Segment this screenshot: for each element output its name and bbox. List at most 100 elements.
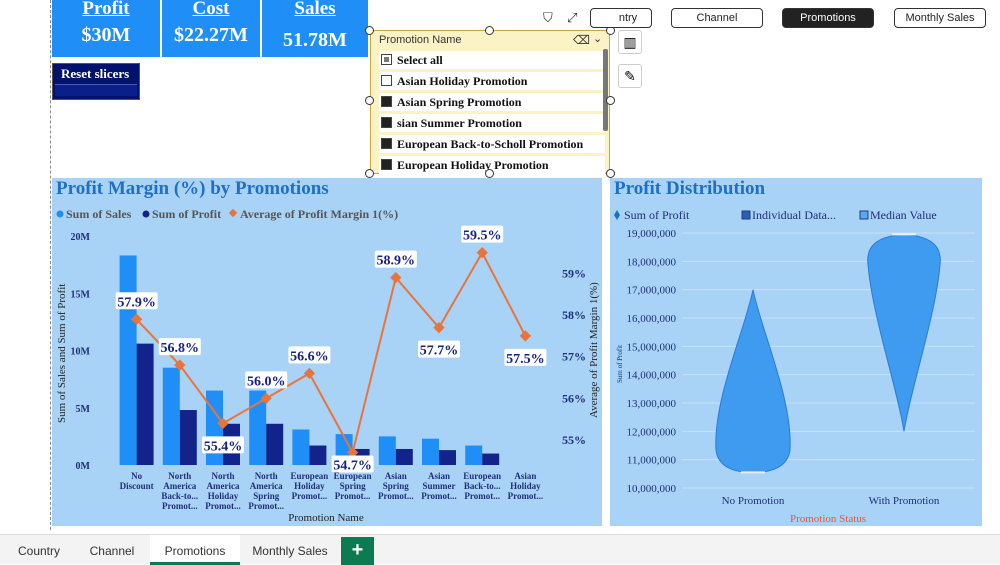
data-label: 57.7%: [420, 344, 459, 359]
tab-channel-label: Channel: [89, 544, 135, 558]
profit-distribution-panel[interactable]: Profit Distribution Sum of Profit Individ…: [610, 178, 982, 526]
profit-bar: [136, 343, 154, 465]
focus-mode-icon[interactable]: ⤢: [567, 10, 578, 25]
resize-handle[interactable]: [606, 96, 615, 105]
sales-bar: [465, 445, 483, 465]
y-tick-label: 18,000,000: [627, 256, 677, 268]
resize-handle[interactable]: [365, 96, 374, 105]
y-tick-label: 16,000,000: [627, 313, 677, 325]
pill-promotions[interactable]: Promotions: [782, 8, 874, 28]
slicer-item[interactable]: European Back-to-Scholl Promotion: [379, 135, 605, 153]
reset-slicers-button[interactable]: Reset slicers: [52, 63, 140, 100]
profit-bar: [179, 410, 197, 465]
resize-handle[interactable]: [365, 26, 374, 35]
data-label-box: [418, 340, 460, 358]
sales-bar: [378, 436, 396, 465]
profit-distribution-title: Profit Distribution: [614, 178, 766, 199]
tab-country[interactable]: Country: [4, 535, 74, 565]
data-label-box: [245, 371, 288, 389]
profit-distribution-chart: Sum of Profit Individual Data... Median Va…: [614, 208, 975, 525]
resize-handle[interactable]: [485, 26, 494, 35]
sales-title: Sales: [294, 0, 336, 19]
x-axis-label: Promotion Status: [790, 513, 866, 525]
data-label-box: [374, 250, 417, 268]
tab-monthly-sales[interactable]: Monthly Sales: [242, 535, 338, 565]
y-tick-label: 15M: [71, 289, 91, 300]
y-axis-label: Sum of Profit: [616, 345, 624, 383]
legend-label: Average of Profit Margin 1(%): [240, 207, 398, 221]
margin-point: [303, 367, 316, 380]
slicer-item[interactable]: Asian Holiday Promotion: [379, 72, 605, 90]
data-label: 56.6%: [290, 349, 329, 364]
analytics-icon[interactable]: ✎: [618, 64, 642, 88]
slicer-item[interactable]: sian Summer Promotion: [379, 114, 605, 132]
data-label: 55.4%: [204, 439, 243, 454]
pill-country-label: ntry: [618, 12, 638, 24]
y-tick-label: 19,000,000: [627, 228, 677, 240]
checkbox[interactable]: [381, 54, 392, 65]
margin-point: [346, 446, 359, 459]
y2-tick-label: 56%: [562, 391, 586, 405]
sales-bar: [292, 429, 310, 465]
legend-marker: [741, 210, 751, 220]
sales-card[interactable]: Sales 51.78M: [262, 0, 368, 57]
checkbox[interactable]: [381, 117, 392, 128]
data-label-box: [115, 292, 158, 310]
pill-country[interactable]: ntry: [590, 8, 652, 28]
y-tick-label: 0M: [76, 461, 91, 472]
slicer-header: Promotion Name: [379, 34, 462, 46]
data-label-box: [331, 455, 374, 473]
slicer-item[interactable]: European Holiday Promotion: [379, 156, 605, 174]
filter-icon[interactable]: ⛉: [543, 10, 553, 25]
data-label-box: [288, 346, 331, 364]
x-tick-label: North America Spring Promot...: [248, 471, 284, 511]
margin-point: [217, 417, 229, 430]
checkbox[interactable]: [381, 138, 392, 149]
x-tick-label: No Promotion: [722, 495, 785, 507]
tab-promotions[interactable]: Promotions: [150, 535, 240, 565]
margin-point: [130, 313, 143, 325]
data-label: 59.5%: [463, 229, 502, 244]
data-label: 56.8%: [161, 341, 200, 356]
add-page-button[interactable]: +: [341, 537, 374, 565]
slicer-item[interactable]: Asian Spring Promotion: [379, 93, 605, 111]
y-tick-label: 15,000,000: [627, 341, 677, 353]
slicer-item[interactable]: Select all: [379, 51, 605, 69]
pill-channel[interactable]: Channel: [671, 8, 763, 28]
resize-handle[interactable]: [365, 169, 374, 178]
slicer-scrollbar[interactable]: [603, 49, 608, 131]
profit-bar: [266, 423, 284, 465]
data-label: 56.0%: [247, 374, 286, 389]
data-label-box: [504, 348, 547, 366]
resize-handle[interactable]: [606, 169, 615, 178]
violin-no-promotion: [715, 289, 791, 473]
slicer-item-label: Asian Holiday Promotion: [397, 74, 528, 88]
legend-label: Median Value: [870, 208, 937, 222]
y-tick-label: 10,000,000: [627, 483, 677, 495]
y2-tick-label: 59%: [562, 266, 586, 280]
legend-label: Sum of Sales: [66, 207, 132, 221]
pill-monthly-sales[interactable]: Monthly Sales: [894, 8, 986, 28]
slicer-item-label: European Holiday Promotion: [397, 158, 549, 172]
sales-bar: [162, 367, 180, 465]
profit-margin-panel[interactable]: Profit Margin (%) by Promotions Sum of S…: [52, 178, 602, 526]
chevron-down-icon[interactable]: ⌄: [593, 33, 603, 45]
y-tick-label: 14,000,000: [627, 370, 677, 382]
promotion-slicer[interactable]: Promotion Name ⌫ ⌄ Select all Asian Holid…: [370, 30, 610, 174]
margin-point: [519, 330, 532, 342]
y-tick-label: 17,000,000: [627, 285, 677, 297]
checkbox[interactable]: [381, 75, 392, 86]
profit-card[interactable]: Profit $30M: [52, 0, 160, 57]
tab-monthly-sales-label: Monthly Sales: [252, 544, 328, 558]
tab-channel[interactable]: Channel: [76, 535, 148, 565]
y-tick-label: 12,000,000: [627, 426, 677, 438]
format-visual-icon[interactable]: ▥: [618, 30, 642, 54]
profit-title: Profit: [82, 0, 130, 19]
resize-handle[interactable]: [485, 169, 494, 178]
cost-card[interactable]: Cost $22.27M: [162, 0, 260, 57]
eraser-icon[interactable]: ⌫: [573, 33, 590, 47]
data-label-box: [461, 225, 504, 243]
checkbox[interactable]: [381, 159, 392, 170]
checkbox[interactable]: [381, 96, 392, 107]
x-tick-label: With Promotion: [869, 495, 940, 507]
